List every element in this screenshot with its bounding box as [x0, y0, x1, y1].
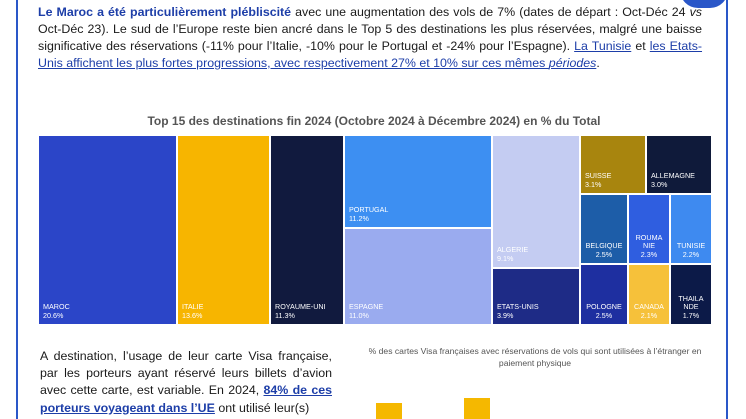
treemap-tile-name: ROYAUME-UNI	[275, 302, 326, 311]
intro-text-b: Oct-Déc 23). Le sud de l’Europe reste bi…	[38, 22, 702, 53]
treemap-tile-name: ALLEMAGNE	[651, 171, 695, 180]
treemap-tile-etats-unis: ETATS-UNIS 3.9%	[492, 268, 580, 325]
highlight-morocco: Le Maroc a été particulièrement pléblisc…	[38, 5, 292, 19]
intro-text-a: avec une augmentation des vols de 7% (da…	[291, 5, 690, 19]
treemap-tile-suisse: SUISSE 3.1%	[580, 135, 646, 194]
treemap-chart: MAROC 20.6% ITALIE 13.6% ROYAUME-UNI 11.3% POR…	[38, 135, 712, 325]
treemap-tile-royaume-uni: ROYAUME-UNI 11.3%	[270, 135, 344, 325]
treemap-tile-label: CANADA 2.1%	[629, 302, 669, 320]
treemap-tile-label: BELGIQUE 2.5%	[581, 241, 627, 259]
treemap-tile-value: 11.3%	[275, 310, 295, 320]
treemap-tile-value: 13.6%	[182, 310, 203, 320]
link-tunisie[interactable]: La Tunisie	[574, 39, 632, 53]
treemap-tile-name: ETATS-UNIS	[497, 302, 539, 311]
outro-highlight: 84% de ces porteurs voyageant dans l’UE	[40, 383, 332, 415]
bar-chart-bar-2	[464, 398, 490, 419]
treemap-tile-value: 11.2%	[349, 213, 369, 223]
decorative-blob	[680, 0, 728, 8]
page-frame	[16, 0, 728, 419]
treemap-tile-name: POLOGNE	[586, 302, 622, 311]
treemap-tile-label: ROYAUME-UNI 11.3%	[275, 302, 326, 320]
treemap-tile-name: ALGERIE	[497, 245, 529, 254]
intro-periodes: périodes	[548, 56, 597, 70]
treemap-tile-label: ROUMA NIE 2.3%	[629, 232, 669, 260]
treemap-tile-value: 3.1%	[585, 179, 602, 189]
treemap-tile-name: SUISSE	[585, 171, 612, 180]
intro-end: .	[596, 56, 600, 70]
treemap-tile-label: ETATS-UNIS 3.9%	[497, 302, 539, 320]
treemap-tile-label: THAILA NDE 1.7%	[671, 293, 711, 321]
treemap-tile-allemagne: ALLEMAGNE 3.0%	[646, 135, 712, 194]
treemap-tile-name: THAILA NDE	[678, 293, 704, 311]
treemap-tile-label: MAROC 20.6%	[43, 302, 70, 320]
treemap-tile-label: SUISSE 3.1%	[585, 171, 612, 189]
treemap-tile-maroc: MAROC 20.6%	[38, 135, 177, 325]
outro-text-b: ont utilisé leur(s)	[214, 400, 310, 415]
intro-vs: vs	[689, 5, 702, 19]
treemap-tile-value: 1.7%	[682, 310, 700, 320]
treemap-tile-label: ESPAGNE 11.0%	[349, 302, 384, 320]
intro-paragraph: Le Maroc a été particulièrement pléblisc…	[38, 4, 702, 72]
treemap-tile-value: 9.1%	[497, 253, 514, 263]
treemap-tile-value: 3.9%	[497, 310, 514, 320]
bar-chart-title: % des cartes Visa françaises avec réserv…	[368, 346, 702, 368]
bar-chart-bar-1	[376, 403, 402, 419]
treemap-tile-name: TUNISIE	[676, 241, 706, 250]
treemap-tile-name: PORTUGAL	[349, 205, 389, 214]
treemap-tile-label: ALLEMAGNE 3.0%	[651, 171, 695, 189]
treemap-tile-name: ROUMA NIE	[635, 232, 663, 250]
treemap-tile-label: ALGERIE 9.1%	[497, 245, 529, 263]
outro-text-a: A destination, l’usage de leur carte Vis…	[40, 349, 332, 398]
intro-and: et	[631, 39, 650, 53]
treemap-title: Top 15 des destinations fin 2024 (Octobr…	[147, 114, 601, 128]
link-etats-unis[interactable]: les Etats-Unis	[38, 39, 703, 70]
treemap-tile-value: 2.2%	[682, 249, 700, 259]
treemap-tile-belgique: BELGIQUE 2.5%	[580, 194, 628, 264]
treemap-tile-roumanie: ROUMA NIE 2.3%	[628, 194, 670, 264]
treemap-tile-value: 3.0%	[651, 179, 668, 189]
treemap-tile-value: 2.1%	[640, 310, 658, 320]
treemap-tile-label: TUNISIE 2.2%	[671, 241, 711, 259]
treemap-tile-name: ESPAGNE	[349, 302, 384, 311]
treemap-tile-name: ITALIE	[182, 302, 204, 311]
treemap-tile-algerie: ALGERIE 9.1%	[492, 135, 580, 268]
treemap-tile-pologne: POLOGNE 2.5%	[580, 264, 628, 325]
treemap-tile-espagne: ESPAGNE 11.0%	[344, 228, 492, 325]
treemap-tile-canada: CANADA 2.1%	[628, 264, 670, 325]
treemap-tile-thailande: THAILA NDE 1.7%	[670, 264, 712, 325]
treemap-tile-name: CANADA	[634, 302, 664, 311]
treemap-tile-value: 2.5%	[595, 310, 613, 320]
treemap-tile-value: 11.0%	[349, 310, 369, 320]
treemap-tile-portugal: PORTUGAL 11.2%	[344, 135, 492, 228]
treemap-tile-name: MAROC	[43, 302, 70, 311]
treemap-tile-value: 2.5%	[595, 249, 613, 259]
treemap-tile-name: BELGIQUE	[585, 241, 623, 250]
treemap-tile-label: ITALIE 13.6%	[182, 302, 204, 320]
treemap-tile-value: 2.3%	[640, 249, 658, 259]
treemap-tile-label: PORTUGAL 11.2%	[349, 205, 389, 223]
treemap-tile-italie: ITALIE 13.6%	[177, 135, 270, 325]
treemap-tile-tunisie: TUNISIE 2.2%	[670, 194, 712, 264]
treemap-tile-value: 20.6%	[43, 310, 64, 320]
treemap-tile-label: POLOGNE 2.5%	[581, 302, 627, 320]
intro-text-c: affichent les plus fortes progressions, …	[62, 56, 549, 70]
outro-paragraph: A destination, l’usage de leur carte Vis…	[40, 348, 332, 417]
